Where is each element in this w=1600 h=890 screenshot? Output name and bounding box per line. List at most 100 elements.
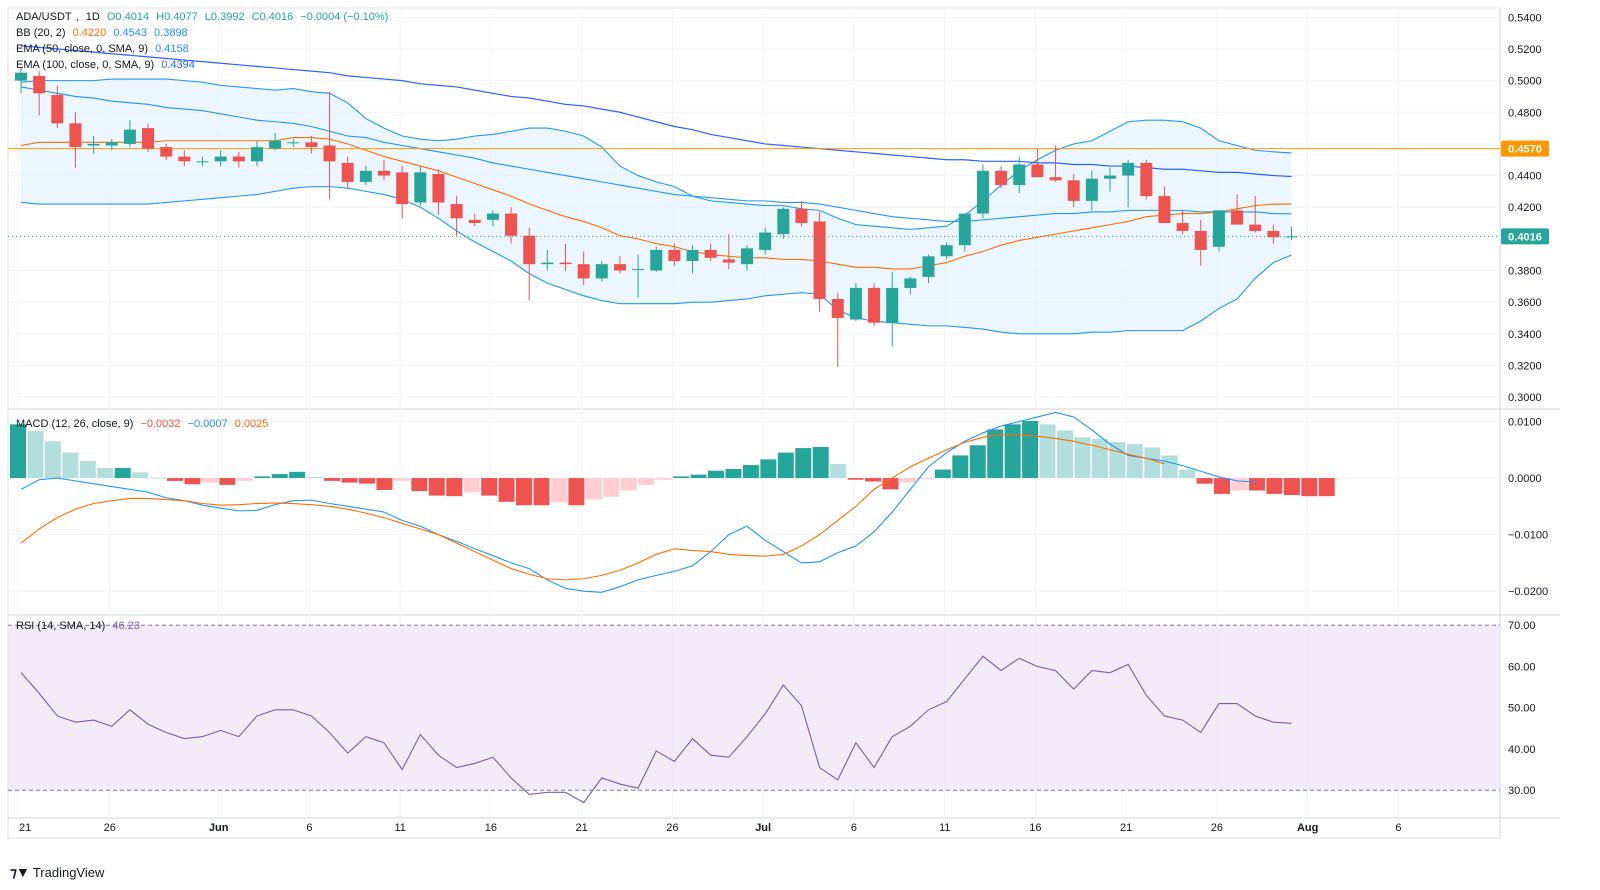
candle-body <box>341 162 354 182</box>
macd-histogram-bar <box>1196 478 1213 484</box>
macd-histogram-bar <box>359 478 375 484</box>
macd-histogram-bar <box>952 455 969 479</box>
candle-body <box>160 147 173 157</box>
macd-histogram-bar <box>795 448 812 479</box>
macd-histogram-bar <box>917 478 934 480</box>
time-tick-label: Jun <box>209 822 229 834</box>
time-tick-label: Aug <box>1297 822 1318 834</box>
candle-body <box>595 264 608 279</box>
candle-body <box>305 142 318 148</box>
macd-histogram-bar <box>638 478 655 485</box>
macd-histogram-bar <box>1266 478 1283 494</box>
price-tick-label: 0.5200 <box>1508 44 1542 56</box>
macd-legend[interactable]: MACD (12, 26, close, 9) −0.0032 −0.0007 … <box>16 418 272 430</box>
candle-body <box>1140 162 1153 197</box>
candle-body <box>632 268 645 270</box>
candle-body <box>722 259 735 263</box>
rsi-tick-label: 60.00 <box>1508 661 1536 673</box>
candle-body <box>759 232 772 250</box>
ohlc-high: H0.4077 <box>156 11 198 23</box>
candle-body <box>704 249 717 258</box>
ema100-legend[interactable]: EMA (100, close, 0, SMA, 9) 0.4394 <box>16 59 199 71</box>
level-price-tag: 0.4570 <box>1508 144 1542 156</box>
candle-body <box>1285 236 1298 238</box>
candle-body <box>142 128 155 149</box>
time-tick-label: 21 <box>1120 822 1132 834</box>
candle-body <box>1249 224 1262 231</box>
candle-body <box>613 264 626 271</box>
macd-histogram-bar <box>114 467 131 479</box>
ema50-line <box>20 86 1292 222</box>
macd-histogram-bar <box>1248 478 1265 491</box>
candle-body <box>886 287 899 323</box>
candle-body <box>269 140 282 149</box>
bb-lower-line <box>20 186 1292 335</box>
macd-tick-label: 0.0100 <box>1508 416 1542 428</box>
rsi-tick-label: 50.00 <box>1508 703 1536 715</box>
candle-body <box>1013 164 1026 186</box>
macd-histogram-bar <box>1318 478 1335 497</box>
candle-body <box>777 208 790 235</box>
macd-histogram-bar <box>882 478 899 490</box>
candle-body <box>468 219 481 224</box>
macd-histogram-bar <box>568 478 585 506</box>
ema50-legend[interactable]: EMA (50, close, 0, SMA, 9) 0.4158 <box>16 43 193 55</box>
price-tick-label: 0.4400 <box>1508 171 1542 183</box>
price-tick-label: 0.3800 <box>1508 266 1542 278</box>
time-tick-label: 16 <box>485 822 497 834</box>
macd-histogram-bar <box>167 478 184 481</box>
macd-histogram-bar <box>411 478 428 492</box>
macd-histogram-bar <box>219 478 236 485</box>
time-tick-label: 6 <box>1395 822 1401 834</box>
macd-histogram-bar <box>376 478 393 490</box>
time-tick-label: 26 <box>1211 822 1223 834</box>
candle-body <box>868 287 881 323</box>
macd-histogram-bar <box>463 478 480 493</box>
macd-histogram-bar <box>132 472 149 479</box>
macd-tick-label: −0.0200 <box>1508 586 1548 598</box>
ohlc-low: L0.3992 <box>204 11 245 23</box>
macd-histogram-bar <box>44 441 61 479</box>
candle-body <box>904 278 917 288</box>
macd-histogram-bar <box>899 478 916 483</box>
symbol-pair[interactable]: ADA/USDT <box>16 11 72 23</box>
last-price-tag: 0.4016 <box>1508 231 1542 243</box>
bb-basis-line <box>20 137 1292 270</box>
candle-body <box>414 172 427 203</box>
bb-legend[interactable]: BB (20, 2) 0.4220 0.4543 0.3898 <box>16 27 192 39</box>
candle-body <box>359 170 372 182</box>
macd-histogram-bar <box>1022 420 1039 479</box>
macd-histogram-bar <box>969 445 986 479</box>
macd-histogram-bar <box>236 478 253 481</box>
candle-body <box>940 245 953 257</box>
macd-hist-value: −0.0032 <box>140 418 181 430</box>
macd-histogram-bar <box>516 478 533 506</box>
candle-body <box>1085 178 1098 201</box>
price-tick-label: 0.3000 <box>1508 392 1542 404</box>
candle-body <box>15 72 27 81</box>
time-tick-label: 26 <box>666 822 678 834</box>
macd-histogram-bar <box>1109 441 1126 479</box>
candle-body <box>559 262 572 265</box>
tradingview-brand[interactable]: ⁊▼ TradingView <box>10 864 104 881</box>
macd-tick-label: −0.0100 <box>1508 530 1548 542</box>
candle-body <box>741 248 753 265</box>
bb-lower-value: 0.3898 <box>154 27 188 39</box>
macd-histogram-bar <box>934 469 951 479</box>
price-tick-label: 0.3600 <box>1508 297 1542 309</box>
macd-histogram-bar <box>1301 478 1318 497</box>
price-tick-label: 0.4800 <box>1508 107 1542 119</box>
rsi-legend[interactable]: RSI (14, SMA, 14) 46.23 <box>16 620 144 632</box>
macd-label: MACD (12, 26, close, 9) <box>16 418 134 430</box>
candle-body <box>505 213 518 236</box>
macd-histogram-bar <box>201 478 218 483</box>
candle-body <box>1231 210 1244 225</box>
candle-body <box>1104 175 1116 179</box>
macd-histogram-bar <box>149 477 166 479</box>
macd-histogram-bar <box>673 476 690 479</box>
macd-histogram-bar <box>725 469 742 479</box>
symbol-interval[interactable]: 1D <box>85 11 100 23</box>
candle-body <box>976 170 989 214</box>
macd-histogram-bar <box>533 478 550 506</box>
